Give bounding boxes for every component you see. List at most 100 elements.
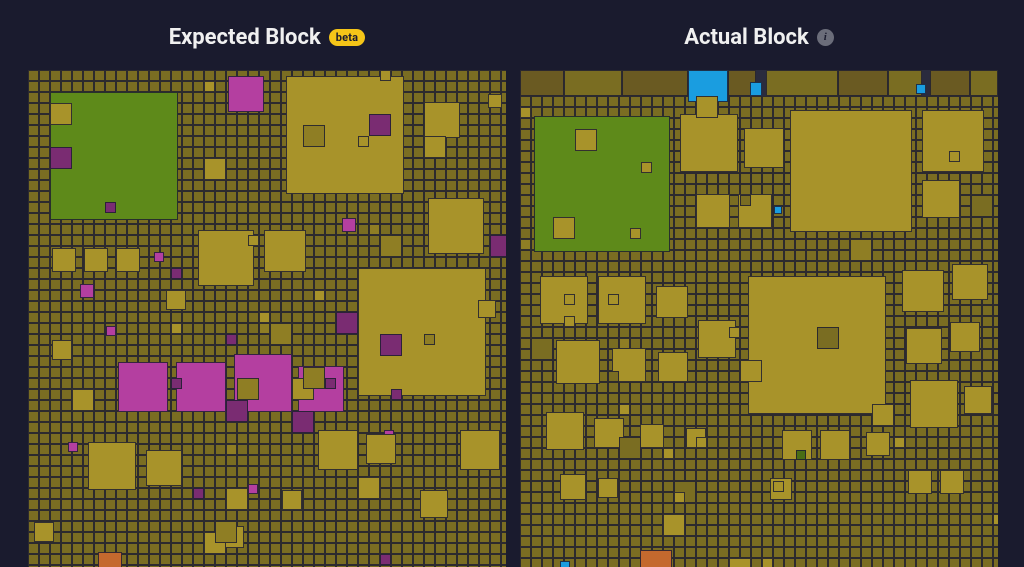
- treemap-cell[interactable]: [608, 558, 619, 567]
- treemap-cell[interactable]: [380, 202, 391, 213]
- treemap-cell[interactable]: [861, 536, 872, 547]
- treemap-cell[interactable]: [380, 257, 391, 268]
- treemap-cell[interactable]: [336, 521, 347, 532]
- treemap-cell[interactable]: [927, 459, 938, 470]
- treemap-cell[interactable]: [586, 96, 597, 107]
- treemap-cell[interactable]: [740, 437, 751, 448]
- treemap-cell[interactable]: [674, 536, 685, 547]
- treemap-cell[interactable]: [652, 448, 663, 459]
- treemap-cell[interactable]: [303, 499, 314, 510]
- treemap-cell[interactable]: [872, 459, 883, 470]
- treemap-cell[interactable]: [795, 250, 806, 261]
- treemap-cell[interactable]: [608, 547, 619, 558]
- treemap-cell[interactable]: [839, 492, 850, 503]
- treemap-cell[interactable]: [680, 114, 738, 172]
- treemap-cell[interactable]: [28, 433, 39, 444]
- treemap-cell[interactable]: [149, 81, 160, 92]
- treemap-cell[interactable]: [949, 305, 960, 316]
- treemap-cell[interactable]: [993, 349, 998, 360]
- treemap-cell[interactable]: [61, 389, 72, 400]
- treemap-cell[interactable]: [149, 488, 160, 499]
- treemap-cell[interactable]: [325, 411, 336, 422]
- treemap-cell[interactable]: [215, 433, 226, 444]
- treemap-cell[interactable]: [182, 334, 193, 345]
- treemap-cell[interactable]: [501, 224, 506, 235]
- treemap-cell[interactable]: [281, 455, 292, 466]
- treemap-cell[interactable]: [564, 70, 622, 96]
- treemap-cell[interactable]: [520, 294, 531, 305]
- treemap-cell[interactable]: [402, 466, 413, 477]
- treemap-cell[interactable]: [61, 301, 72, 312]
- treemap-cell[interactable]: [468, 103, 479, 114]
- treemap-cell[interactable]: [28, 389, 39, 400]
- treemap-cell[interactable]: [982, 349, 993, 360]
- treemap-cell[interactable]: [347, 345, 358, 356]
- treemap-cell[interactable]: [971, 470, 982, 481]
- treemap-cell[interactable]: [204, 312, 215, 323]
- treemap-cell[interactable]: [938, 459, 949, 470]
- treemap-cell[interactable]: [597, 459, 608, 470]
- treemap-cell[interactable]: [402, 246, 413, 257]
- treemap-cell[interactable]: [424, 158, 435, 169]
- treemap-cell[interactable]: [50, 554, 61, 565]
- treemap-cell[interactable]: [894, 415, 905, 426]
- treemap-cell[interactable]: [546, 412, 584, 450]
- treemap-cell[interactable]: [586, 459, 597, 470]
- treemap-cell[interactable]: [707, 283, 718, 294]
- treemap-cell[interactable]: [446, 70, 457, 81]
- treemap-cell[interactable]: [685, 525, 696, 536]
- treemap-cell[interactable]: [729, 96, 740, 107]
- treemap-cell[interactable]: [542, 481, 553, 492]
- treemap-cell[interactable]: [718, 173, 729, 184]
- treemap-cell[interactable]: [960, 173, 971, 184]
- treemap-cell[interactable]: [729, 283, 740, 294]
- treemap-cell[interactable]: [72, 499, 83, 510]
- treemap-cell[interactable]: [193, 323, 204, 334]
- treemap-cell[interactable]: [883, 547, 894, 558]
- treemap-cell[interactable]: [971, 426, 982, 437]
- treemap-cell[interactable]: [501, 323, 506, 334]
- treemap-cell[interactable]: [193, 191, 204, 202]
- treemap-cell[interactable]: [622, 70, 688, 96]
- treemap-cell[interactable]: [325, 543, 336, 554]
- treemap-cell[interactable]: [127, 224, 138, 235]
- treemap-cell[interactable]: [248, 136, 259, 147]
- treemap-cell[interactable]: [336, 334, 347, 345]
- treemap-cell[interactable]: [358, 202, 369, 213]
- treemap-cell[interactable]: [303, 312, 314, 323]
- treemap-cell[interactable]: [270, 125, 281, 136]
- treemap-cell[interactable]: [501, 180, 506, 191]
- treemap-cell[interactable]: [993, 195, 998, 206]
- treemap-cell[interactable]: [718, 382, 729, 393]
- treemap-cell[interactable]: [72, 345, 83, 356]
- treemap-cell[interactable]: [446, 158, 457, 169]
- treemap-cell[interactable]: [729, 470, 740, 481]
- treemap-cell[interactable]: [952, 264, 988, 300]
- treemap-cell[interactable]: [435, 444, 446, 455]
- treemap-cell[interactable]: [402, 477, 413, 488]
- treemap-cell[interactable]: [729, 437, 740, 448]
- treemap-cell[interactable]: [413, 147, 424, 158]
- treemap-cell[interactable]: [193, 477, 204, 488]
- treemap-cell[interactable]: [850, 481, 861, 492]
- treemap-cell[interactable]: [501, 488, 506, 499]
- treemap-cell[interactable]: [226, 125, 237, 136]
- treemap-cell[interactable]: [839, 558, 850, 567]
- treemap-cell[interactable]: [314, 411, 325, 422]
- treemap-cell[interactable]: [72, 334, 83, 345]
- treemap-cell[interactable]: [72, 235, 83, 246]
- treemap-cell[interactable]: [457, 147, 468, 158]
- treemap-cell[interactable]: [336, 543, 347, 554]
- treemap-cell[interactable]: [347, 268, 358, 279]
- treemap-cell[interactable]: [149, 554, 160, 565]
- treemap-cell[interactable]: [850, 558, 861, 567]
- treemap-cell[interactable]: [520, 151, 531, 162]
- treemap-cell[interactable]: [248, 543, 259, 554]
- treemap-cell[interactable]: [674, 195, 685, 206]
- treemap-cell[interactable]: [248, 301, 259, 312]
- treemap-cell[interactable]: [193, 70, 204, 81]
- treemap-cell[interactable]: [729, 371, 740, 382]
- treemap-cell[interactable]: [916, 558, 927, 567]
- treemap-cell[interactable]: [729, 393, 740, 404]
- treemap-cell[interactable]: [457, 169, 468, 180]
